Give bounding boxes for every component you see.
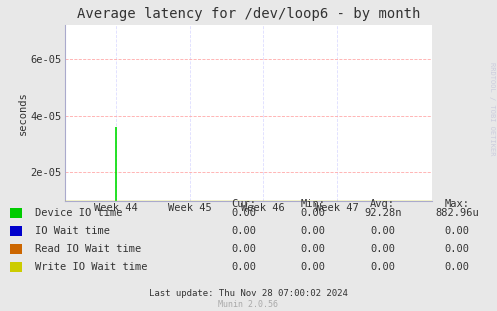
Text: 0.00: 0.00 [445,262,470,272]
Text: 0.00: 0.00 [231,226,256,236]
Text: Last update: Thu Nov 28 07:00:02 2024: Last update: Thu Nov 28 07:00:02 2024 [149,290,348,298]
Text: 0.00: 0.00 [301,244,326,254]
Text: 0.00: 0.00 [231,244,256,254]
Text: Cur:: Cur: [231,199,256,209]
Text: 0.00: 0.00 [370,226,395,236]
Text: 0.00: 0.00 [301,262,326,272]
Text: 882.96u: 882.96u [435,208,479,218]
Text: Munin 2.0.56: Munin 2.0.56 [219,299,278,309]
Text: 0.00: 0.00 [231,262,256,272]
Text: 0.00: 0.00 [301,208,326,218]
Text: Device IO time: Device IO time [35,208,122,218]
Text: 92.28n: 92.28n [364,208,402,218]
Text: 0.00: 0.00 [445,226,470,236]
Text: 0.00: 0.00 [445,244,470,254]
Text: 0.00: 0.00 [301,226,326,236]
Text: 0.00: 0.00 [370,262,395,272]
Text: 0.00: 0.00 [370,244,395,254]
Text: Max:: Max: [445,199,470,209]
Text: Read IO Wait time: Read IO Wait time [35,244,141,254]
Y-axis label: seconds: seconds [18,91,28,135]
Text: 0.00: 0.00 [231,208,256,218]
Text: Avg:: Avg: [370,199,395,209]
Text: Min:: Min: [301,199,326,209]
Text: RRDTOOL / TOBI OETIKER: RRDTOOL / TOBI OETIKER [489,62,495,156]
Title: Average latency for /dev/loop6 - by month: Average latency for /dev/loop6 - by mont… [77,7,420,21]
Text: Write IO Wait time: Write IO Wait time [35,262,147,272]
Text: IO Wait time: IO Wait time [35,226,110,236]
